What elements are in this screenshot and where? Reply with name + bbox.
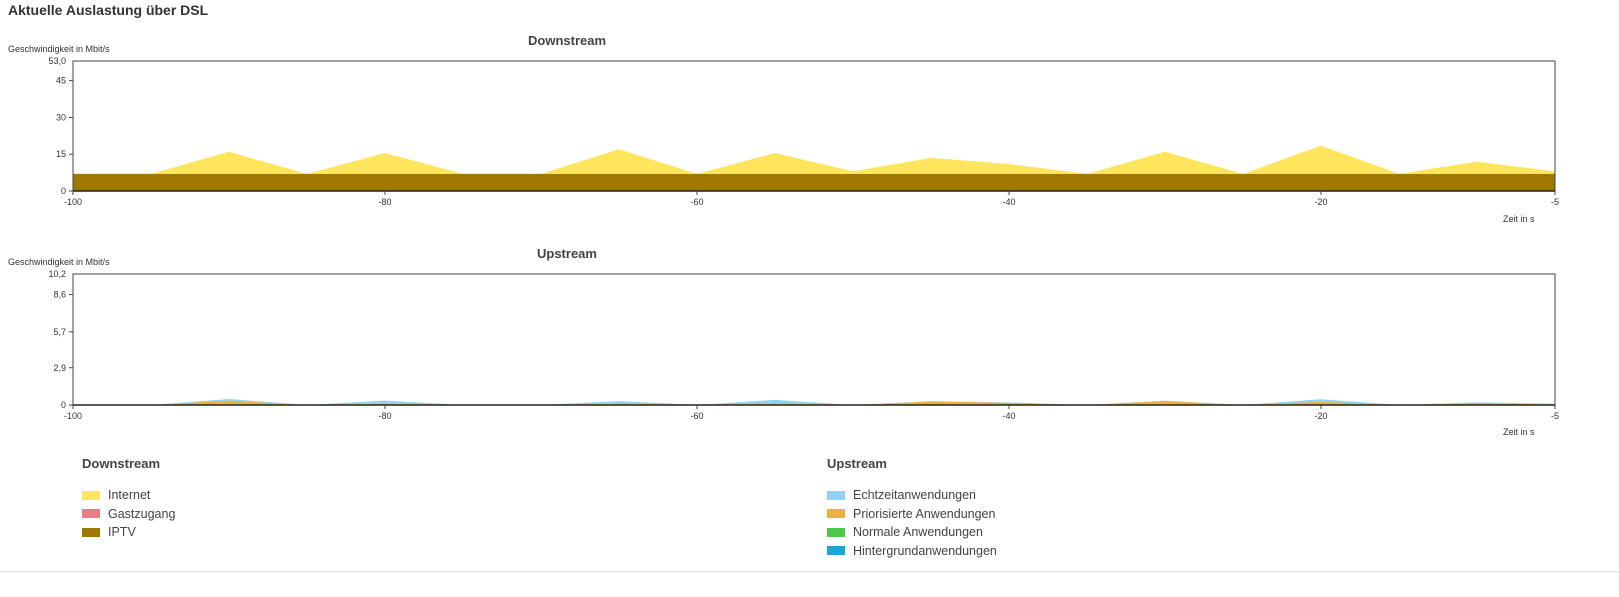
legend-item: Internet	[82, 486, 175, 505]
y-tick-label: 5,7	[53, 327, 66, 337]
upstream-x-axis-label: Zeit in s	[1503, 427, 1535, 437]
series-area	[73, 400, 1555, 405]
legend-label: IPTV	[108, 525, 136, 540]
y-tick-label: 2,9	[53, 363, 66, 373]
legend-label: Internet	[108, 488, 151, 503]
y-tick-label: 15	[56, 149, 66, 159]
x-tick-label: -20	[1314, 197, 1327, 207]
legend-swatch	[82, 527, 100, 537]
legend-label: Echtzeitanwendungen	[853, 488, 977, 503]
plot-frame	[72, 273, 1556, 406]
upstream-legend-title: Upstream	[827, 456, 887, 471]
x-tick-label: -80	[378, 411, 391, 421]
y-tick-label: 0	[61, 400, 66, 410]
legend-swatch	[827, 490, 845, 500]
legend-item: Normale Anwendungen	[827, 523, 997, 542]
downstream-legend-items: Internet Gastzugang IPTV	[82, 486, 175, 542]
upstream-plot: 0 2,9 5,7 8,6 10,2 -100 -80 -60 -40 -20 -5	[48, 269, 1559, 421]
legend-label: Normale Anwendungen	[853, 525, 983, 540]
legend-label: Priorisierte Anwendungen	[853, 506, 996, 521]
series-area	[73, 398, 1555, 405]
x-tick-label: -100	[64, 411, 82, 421]
legend-item: Echtzeitanwendungen	[827, 486, 997, 505]
y-tick-label: 0	[61, 186, 66, 196]
legend-item: Gastzugang	[82, 505, 175, 524]
series-area	[73, 173, 1555, 191]
x-tick-label: -60	[690, 197, 703, 207]
x-tick-label: -100	[64, 197, 82, 207]
x-tick-label: -20	[1314, 411, 1327, 421]
downstream-x-axis-label: Zeit in s	[1503, 214, 1535, 224]
legend-swatch	[827, 509, 845, 519]
x-tick-label: -60	[690, 411, 703, 421]
y-tick-label: 45	[56, 76, 66, 86]
upstream-legend-items: Echtzeitanwendungen Priorisierte Anwendu…	[827, 486, 997, 560]
downstream-y-axis-label: Geschwindigkeit in Mbit/s	[8, 44, 110, 54]
legend-swatch	[82, 490, 100, 500]
upstream-legend: Upstream Echtzeitanwendungen Priorisiert…	[827, 456, 997, 560]
downstream-chart: Downstream Geschwindigkeit in Mbit/s 0 15…	[0, 0, 1619, 230]
x-tick-label: -40	[1002, 411, 1015, 421]
footer-divider	[0, 571, 1619, 572]
downstream-legend: Downstream Internet Gastzugang IPTV	[82, 456, 175, 542]
upstream-chart: Upstream Geschwindigkeit in Mbit/s 0 2,9 5…	[8, 246, 1559, 437]
x-tick-label: -40	[1002, 197, 1015, 207]
y-tick-label: 8,6	[53, 290, 66, 300]
x-tick-label: -5	[1551, 411, 1559, 421]
legend-swatch	[82, 509, 100, 519]
upstream-chart-title: Upstream	[537, 246, 597, 261]
x-tick-label: -5	[1551, 197, 1559, 207]
y-max-label: 53,0	[48, 56, 66, 66]
legend-swatch	[827, 527, 845, 537]
legend-item: Priorisierte Anwendungen	[827, 505, 997, 524]
series-area	[73, 145, 1555, 174]
legend-item: Hintergrundanwendungen	[827, 542, 997, 561]
y-max-label: 10,2	[48, 269, 66, 279]
legend-label: Gastzugang	[108, 506, 176, 521]
upstream-y-axis-label: Geschwindigkeit in Mbit/s	[8, 257, 110, 267]
downstream-plot: 0 15 30 45 53,0 -100 -80 -60 -40 -20 -5	[48, 56, 1559, 207]
y-tick-label: 30	[56, 112, 66, 122]
x-tick-label: -80	[378, 197, 391, 207]
legend-label: Hintergrundanwendungen	[853, 543, 997, 558]
downstream-legend-title: Downstream	[82, 456, 161, 471]
legend-item: IPTV	[82, 523, 175, 542]
downstream-chart-title: Downstream	[528, 33, 607, 48]
legend-swatch	[827, 546, 845, 556]
page-title: Aktuelle Auslastung über DSL	[8, 2, 209, 18]
